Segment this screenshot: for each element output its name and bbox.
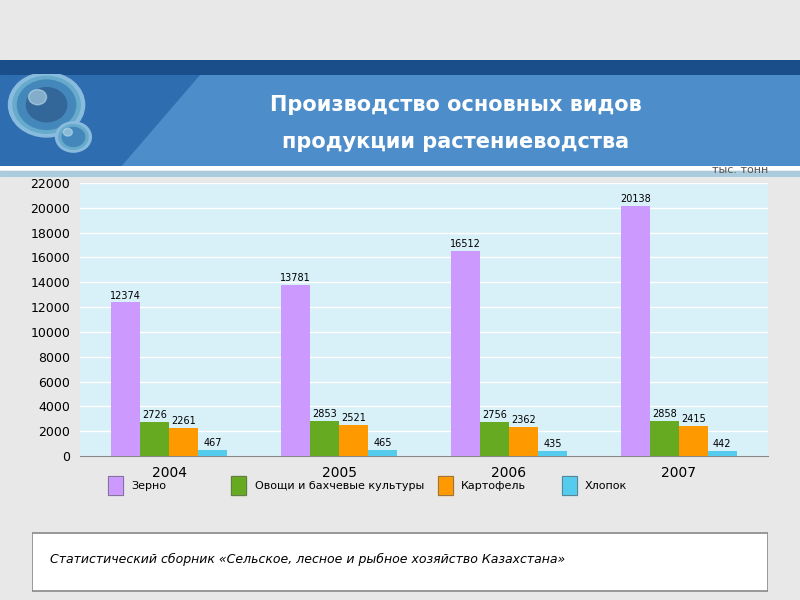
Text: 2726: 2726	[142, 410, 167, 421]
Text: 2756: 2756	[482, 410, 507, 420]
Text: Зерно: Зерно	[131, 481, 166, 491]
Bar	[562, 476, 577, 495]
Text: 20138: 20138	[620, 194, 651, 204]
Text: 12374: 12374	[110, 290, 141, 301]
Circle shape	[55, 122, 91, 152]
Bar	[282, 285, 310, 456]
Bar	[509, 427, 538, 456]
Bar	[0, 166, 800, 169]
Circle shape	[26, 88, 66, 122]
Bar	[107, 476, 122, 495]
Bar	[107, 476, 122, 495]
Bar	[621, 206, 650, 456]
Bar	[438, 476, 453, 495]
Bar	[708, 451, 737, 456]
Text: 2261: 2261	[171, 416, 196, 426]
Bar	[538, 451, 566, 456]
Bar	[368, 450, 397, 456]
Text: 467: 467	[203, 439, 222, 448]
Text: 2853: 2853	[312, 409, 337, 419]
Text: 2521: 2521	[341, 413, 366, 423]
Bar	[679, 426, 708, 456]
Circle shape	[13, 76, 80, 133]
Text: Хлопок: Хлопок	[585, 481, 627, 491]
Circle shape	[63, 128, 72, 136]
Circle shape	[29, 89, 46, 105]
Circle shape	[18, 80, 76, 130]
Text: 16512: 16512	[450, 239, 481, 249]
Text: 435: 435	[543, 439, 562, 449]
Bar	[198, 450, 227, 456]
Text: 2415: 2415	[681, 414, 706, 424]
Circle shape	[9, 73, 85, 137]
Text: Производство основных видов: Производство основных видов	[270, 95, 642, 115]
Bar	[169, 428, 198, 456]
Circle shape	[59, 125, 88, 149]
Bar	[650, 421, 679, 456]
Circle shape	[62, 127, 85, 146]
Bar	[339, 425, 368, 456]
Text: тыс. тонн: тыс. тонн	[712, 165, 768, 175]
Bar	[451, 251, 480, 456]
Text: 2362: 2362	[511, 415, 536, 425]
Text: Картофель: Картофель	[461, 481, 526, 491]
Bar	[140, 422, 169, 456]
Polygon shape	[120, 75, 800, 168]
Text: продукции растениеводства: продукции растениеводства	[282, 132, 630, 152]
Bar	[562, 476, 577, 495]
Text: 13781: 13781	[280, 273, 311, 283]
Bar	[310, 421, 339, 456]
Text: Овощи и бахчевые культуры: Овощи и бахчевые культуры	[254, 481, 424, 491]
Bar	[231, 476, 246, 495]
Bar	[111, 302, 140, 456]
Text: Статистический сборник «Сельское, лесное и рыбное хозяйство Казахстана»: Статистический сборник «Сельское, лесное…	[50, 553, 566, 566]
Text: 2858: 2858	[652, 409, 677, 419]
Text: 465: 465	[373, 439, 392, 448]
Text: 442: 442	[713, 439, 731, 449]
Bar	[480, 422, 509, 456]
Bar	[231, 476, 246, 495]
FancyBboxPatch shape	[32, 533, 768, 590]
Bar	[438, 476, 453, 495]
